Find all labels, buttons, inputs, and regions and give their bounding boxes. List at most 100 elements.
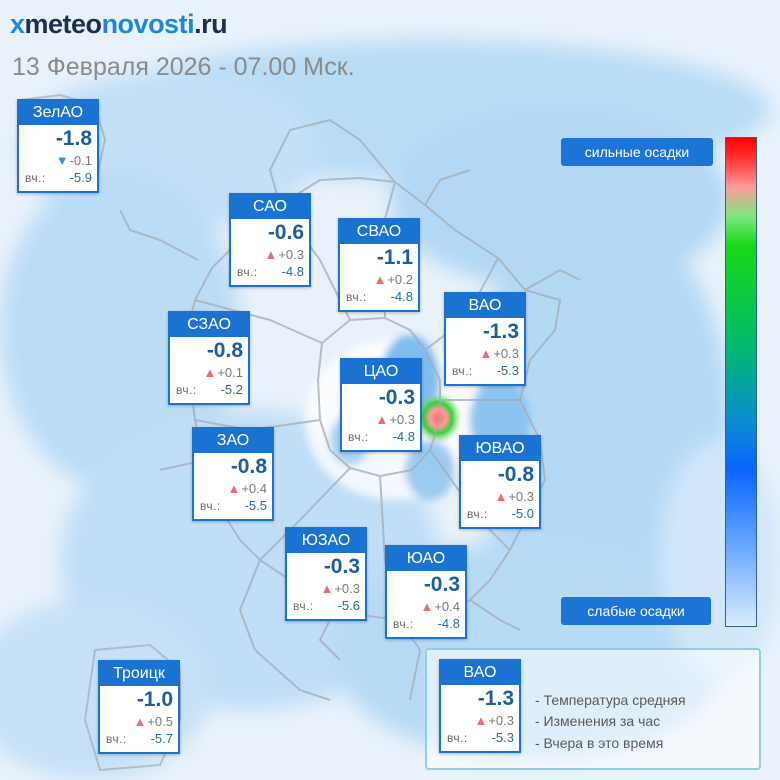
avg-temperature: -0.8: [497, 463, 534, 486]
district-card-tsao[interactable]: ЦАО -0.3 ▲+0.3 вч.: -4.8: [340, 358, 422, 452]
change-value: +0.5: [147, 714, 173, 729]
yesterday-label: вч.:: [237, 265, 258, 279]
hourly-change: ▼-0.1: [56, 153, 92, 168]
district-name: САО: [231, 195, 309, 219]
hourly-change: ▲+0.3: [479, 346, 519, 361]
hourly-change: ▲+0.1: [203, 365, 243, 380]
triangle-up-icon: ▲: [479, 346, 493, 361]
yesterday-label: вч.:: [346, 290, 367, 304]
change-value: +0.3: [389, 412, 415, 427]
change-value: +0.3: [508, 489, 534, 504]
light-precip-label: слабые осадки: [561, 597, 711, 625]
yesterday-value: -4.8: [437, 616, 460, 631]
change-value: +0.2: [387, 272, 413, 287]
yesterday-label: вч.:: [25, 171, 46, 185]
avg-temperature: -1.1: [376, 246, 413, 269]
legend-sample-card: ВАО -1.3 ▲+0.3 вч.: -5.3: [439, 659, 521, 753]
logo-mark-icon: x: [10, 9, 25, 39]
avg-temperature: -0.3: [423, 573, 460, 596]
district-card-szao[interactable]: СЗАО -0.8 ▲+0.1 вч.: -5.2: [168, 311, 250, 405]
yesterday-value: -5.2: [220, 382, 243, 397]
logo-part-novosti: novosti: [101, 9, 195, 39]
avg-temperature: -1.3: [482, 320, 519, 343]
district-card-yuzao[interactable]: ЮЗАО -0.3 ▲+0.3 вч.: -5.6: [285, 527, 367, 621]
yesterday-value: -5.6: [337, 598, 360, 613]
yesterday-value: -4.8: [390, 289, 413, 304]
yesterday-value: -5.3: [491, 730, 514, 745]
avg-temperature: -1.0: [136, 688, 173, 711]
hourly-change: ▲+0.4: [227, 481, 267, 496]
hourly-change: ▲+0.5: [133, 714, 173, 729]
triangle-up-icon: ▲: [474, 713, 488, 728]
logo-part-meteo: meteo: [24, 9, 103, 39]
district-name: ЦАО: [342, 360, 420, 384]
district-card-yuao[interactable]: ЮАО -0.3 ▲+0.4 вч.: -4.8: [385, 545, 467, 639]
change-value: +0.3: [488, 713, 514, 728]
site-logo[interactable]: xmeteonovosti.ru: [10, 8, 228, 40]
legend-item-avg-temp: - Температура средняя: [535, 692, 686, 708]
forecast-datetime: 13 Февраля 2026 - 07.00 Мск.: [12, 53, 355, 81]
yesterday-label: вч.:: [452, 364, 473, 378]
legend: ВАО -1.3 ▲+0.3 вч.: -5.3 - Температура с…: [425, 648, 761, 770]
district-card-sao[interactable]: САО -0.6 ▲+0.3 вч.: -4.8: [229, 193, 311, 287]
avg-temperature: -0.3: [378, 386, 415, 409]
hourly-change: ▲+0.3: [264, 247, 304, 262]
district-card-troitsk[interactable]: Троицк -1.0 ▲+0.5 вч.: -5.7: [98, 660, 180, 754]
change-value: +0.1: [217, 365, 243, 380]
triangle-up-icon: ▲: [203, 365, 217, 380]
triangle-up-icon: ▲: [227, 481, 241, 496]
district-name: ВАО: [446, 294, 524, 318]
change-value: +0.4: [241, 481, 267, 496]
yesterday-value: -4.8: [392, 429, 415, 444]
avg-temperature: -0.3: [323, 555, 360, 578]
district-card-zelao[interactable]: ЗелАО -1.8 ▼-0.1 вч.: -5.9: [17, 99, 99, 193]
avg-temperature: -0.8: [230, 455, 267, 478]
hourly-change: ▲+0.4: [420, 599, 460, 614]
district-name: ЮВАО: [461, 437, 539, 461]
yesterday-label: вч.:: [106, 732, 127, 746]
change-value: +0.3: [278, 247, 304, 262]
avg-temperature: -1.3: [477, 687, 514, 710]
precipitation-color-scale: [725, 137, 757, 627]
yesterday-label: вч.:: [393, 617, 414, 631]
triangle-up-icon: ▲: [264, 247, 278, 262]
yesterday-label: вч.:: [293, 599, 314, 613]
district-name: СВАО: [340, 220, 418, 244]
precip-hotspot: [414, 392, 462, 444]
hourly-change: ▲+0.3: [494, 489, 534, 504]
yesterday-value: -4.8: [281, 264, 304, 279]
triangle-up-icon: ▲: [320, 581, 334, 596]
district-name: ЮЗАО: [287, 529, 365, 553]
legend-item-hourly-change: - Изменения за час: [535, 713, 661, 729]
logo-part-domain: .ru: [194, 9, 228, 39]
avg-temperature: -1.8: [55, 127, 92, 150]
district-card-svao[interactable]: СВАО -1.1 ▲+0.2 вч.: -4.8: [338, 218, 420, 312]
triangle-up-icon: ▲: [494, 489, 508, 504]
yesterday-label: вч.:: [348, 430, 369, 444]
district-name: ЗелАО: [19, 101, 97, 125]
change-value: -0.1: [69, 153, 92, 168]
legend-item-yesterday: - Вчера в это время: [535, 735, 664, 751]
triangle-down-icon: ▼: [55, 153, 69, 168]
yesterday-label: вч.:: [176, 383, 197, 397]
avg-temperature: -0.6: [267, 221, 304, 244]
yesterday-label: вч.:: [200, 499, 221, 513]
district-name: ЗАО: [194, 429, 272, 453]
hourly-change: ▲+0.3: [320, 581, 360, 596]
district-card-yuvao[interactable]: ЮВАО -0.8 ▲+0.3 вч.: -5.0: [459, 435, 541, 529]
yesterday-value: -5.5: [244, 498, 267, 513]
yesterday-label: вч.:: [447, 731, 468, 745]
district-name: ВАО: [441, 661, 519, 685]
yesterday-value: -5.7: [150, 731, 173, 746]
district-name: ЮАО: [387, 547, 465, 571]
yesterday-label: вч.:: [467, 507, 488, 521]
change-value: +0.3: [493, 346, 519, 361]
district-card-vao[interactable]: ВАО -1.3 ▲+0.3 вч.: -5.3: [444, 292, 526, 386]
hourly-change: ▲+0.3: [375, 412, 415, 427]
yesterday-value: -5.3: [496, 363, 519, 378]
triangle-up-icon: ▲: [373, 272, 387, 287]
hourly-change: ▲+0.2: [373, 272, 413, 287]
district-card-zao[interactable]: ЗАО -0.8 ▲+0.4 вч.: -5.5: [192, 427, 274, 521]
district-name: Троицк: [100, 662, 178, 686]
triangle-up-icon: ▲: [375, 412, 389, 427]
